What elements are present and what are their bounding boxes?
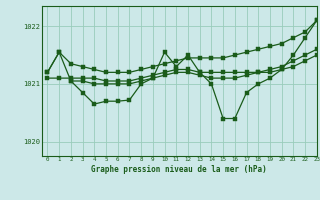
X-axis label: Graphe pression niveau de la mer (hPa): Graphe pression niveau de la mer (hPa) — [91, 165, 267, 174]
